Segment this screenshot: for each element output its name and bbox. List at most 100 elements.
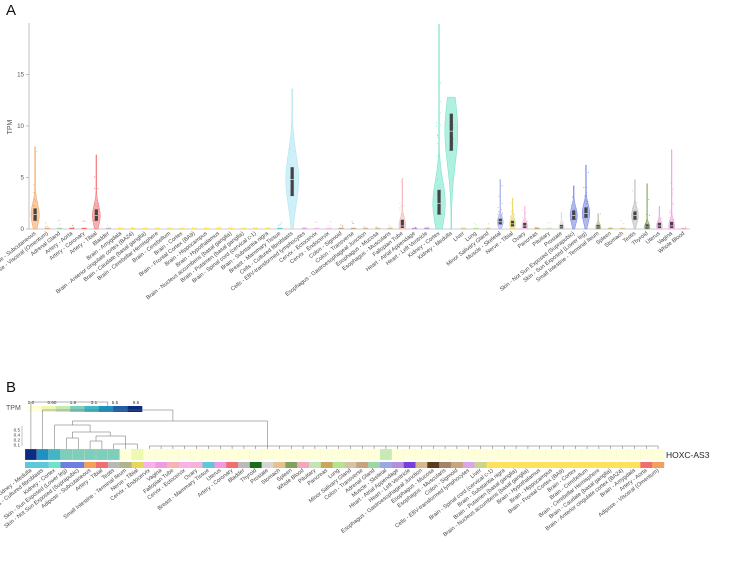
heatmap-cell <box>273 448 286 461</box>
tissue-color-cell <box>640 462 653 468</box>
heatmap-cell <box>498 448 511 461</box>
data-point <box>649 225 651 227</box>
data-point <box>673 204 675 206</box>
data-point <box>192 226 194 228</box>
data-point <box>452 127 454 129</box>
legend-tick-label: 9.5 <box>133 400 140 405</box>
data-point <box>657 220 659 222</box>
heatmap-cell <box>60 448 73 461</box>
data-point <box>645 219 648 221</box>
data-point <box>404 223 406 225</box>
data-point <box>390 226 392 228</box>
heatmap-cell <box>474 448 487 461</box>
tissue-color-cell <box>167 462 180 468</box>
violin <box>350 221 356 229</box>
violin <box>509 197 516 230</box>
data-point <box>119 227 121 229</box>
violin <box>375 226 381 229</box>
data-point <box>82 228 84 230</box>
data-point <box>289 177 291 179</box>
legend-swatch <box>27 406 42 412</box>
data-point <box>32 212 34 214</box>
dendrogram-tick-label: 0.5 <box>14 428 21 433</box>
heatmap-row <box>24 448 665 468</box>
tissue-color-cell <box>202 462 215 468</box>
heatmap-cell <box>84 448 97 461</box>
data-point <box>437 136 439 138</box>
heatmap-cell <box>403 448 416 461</box>
violin-axes: 0 5 10 15 <box>17 23 690 233</box>
tissue-color-cell <box>107 462 120 468</box>
data-point <box>671 219 673 221</box>
heatmap-cell <box>427 448 440 461</box>
data-point <box>597 220 600 223</box>
data-point <box>522 209 524 212</box>
data-point <box>108 227 110 229</box>
violin <box>44 222 50 229</box>
data-point <box>94 204 96 206</box>
tissue-color-cell <box>344 462 357 468</box>
data-point <box>671 194 673 196</box>
tissue-color-cell <box>451 462 464 468</box>
data-point <box>403 205 405 207</box>
data-point <box>477 227 479 229</box>
data-point <box>498 211 500 213</box>
heatmap-cell <box>308 448 322 461</box>
data-point <box>96 205 98 208</box>
data-point <box>342 224 344 226</box>
data-point <box>644 226 646 228</box>
violin <box>155 227 161 230</box>
data-point <box>645 223 648 225</box>
tissue-color-cell <box>557 462 570 468</box>
data-point <box>670 182 672 184</box>
data-point <box>72 224 74 226</box>
violin <box>363 226 369 230</box>
legend-title: TPM <box>6 405 21 412</box>
iqr-box <box>290 167 294 197</box>
data-point <box>289 164 291 166</box>
data-point <box>512 209 515 212</box>
violin-shape <box>444 96 459 230</box>
data-point <box>315 222 317 224</box>
violin <box>521 206 528 230</box>
data-point <box>563 221 565 223</box>
violin <box>644 183 651 230</box>
violin <box>179 227 185 230</box>
data-point <box>289 156 291 158</box>
data-point <box>167 226 169 228</box>
tissue-color-cell <box>522 462 535 468</box>
heatmap-cell <box>95 448 109 461</box>
violin-shape <box>92 154 101 230</box>
violin <box>631 179 639 230</box>
data-point <box>69 227 71 229</box>
data-point <box>487 227 489 229</box>
data-point <box>58 219 60 221</box>
heatmap-cell <box>616 448 629 461</box>
data-point <box>33 205 35 207</box>
data-point <box>658 206 661 208</box>
data-point <box>439 112 441 114</box>
violin <box>546 222 552 229</box>
violin-shape <box>30 146 40 230</box>
heatmap-cell <box>249 448 262 461</box>
color-legend: 0.0 0.60 1.6 3.1 5.5 9.5 <box>27 400 143 412</box>
data-point <box>670 211 672 213</box>
data-point <box>585 203 587 205</box>
data-point <box>36 219 38 221</box>
data-point <box>453 124 455 126</box>
tissue-color-cell <box>72 462 85 468</box>
data-point <box>107 228 109 230</box>
data-point <box>266 227 268 229</box>
data-point <box>155 228 157 230</box>
heatmap-cell <box>178 448 191 461</box>
heatmap-cell <box>462 448 475 461</box>
data-point <box>645 220 647 222</box>
data-point <box>673 225 675 228</box>
heatmap-cell <box>356 448 369 461</box>
violin <box>681 226 687 230</box>
heatmap-cell <box>640 448 653 461</box>
data-point <box>399 207 401 209</box>
data-point <box>293 151 295 153</box>
data-point <box>131 226 133 228</box>
violin <box>412 226 418 230</box>
